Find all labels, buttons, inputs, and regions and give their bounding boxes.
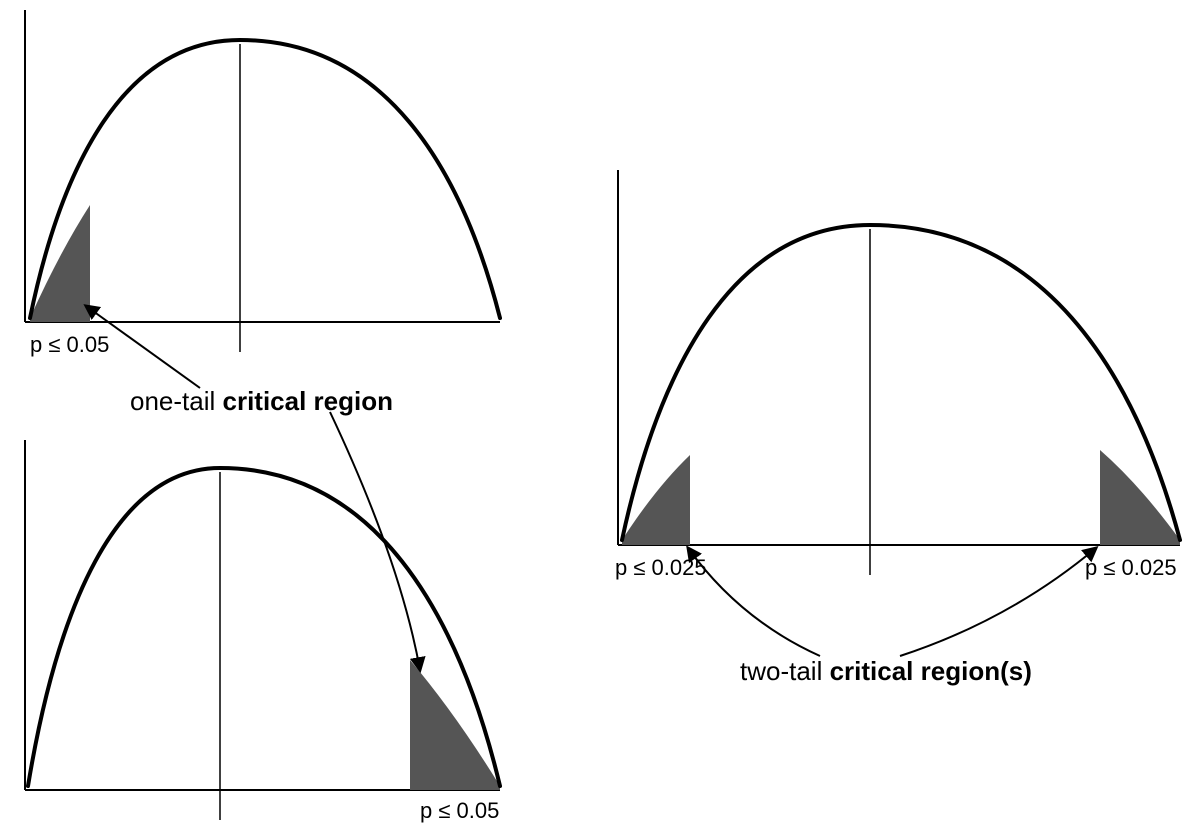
- distribution-curve: [30, 40, 500, 318]
- two-tail-caption: two-tail critical region(s): [740, 656, 1032, 686]
- p-label-right-right: p ≤ 0.025: [1085, 555, 1177, 580]
- critical-region-left: [30, 205, 90, 322]
- critical-regions-figure: one-tail critical region two-tail critic…: [0, 0, 1200, 833]
- one-tail-caption: one-tail critical region: [130, 386, 393, 416]
- distribution-curve: [622, 225, 1180, 540]
- pointer-arrow: [688, 548, 820, 656]
- p-label-top-left: p ≤ 0.05: [30, 332, 109, 357]
- critical-region-right: [410, 660, 500, 790]
- p-label-bottom-left: p ≤ 0.05: [420, 798, 499, 823]
- pointer-arrow: [900, 548, 1096, 656]
- p-label-right-left: p ≤ 0.025: [615, 555, 707, 580]
- pointer-arrow: [330, 412, 420, 670]
